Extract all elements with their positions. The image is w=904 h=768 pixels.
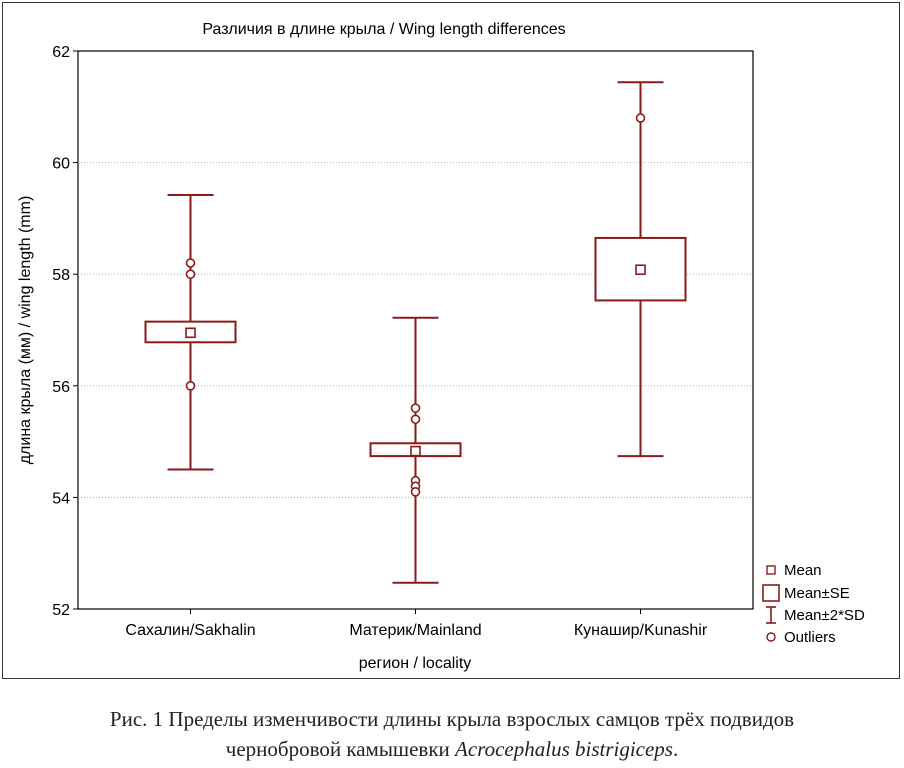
legend-label: Mean — [784, 562, 822, 579]
caption-line-2-suffix: . — [672, 737, 679, 761]
x-tick-label: Материк/Mainland — [349, 622, 481, 639]
mean-marker — [635, 264, 646, 276]
caption-line-2-prefix: чернобровой камышевки — [225, 737, 456, 761]
x-tick-label: Кунашир/Kunashir — [574, 622, 708, 639]
outlier-point — [185, 269, 196, 280]
legend-label: Mean±SE — [784, 585, 850, 602]
legend-outlier-swatch — [766, 632, 776, 642]
y-axis-label: длина крыла (мм) / wing length (mm) — [17, 196, 34, 465]
legend: Mean Mean±SE Mean±2*SD Outliers — [762, 562, 865, 646]
legend-label: Outliers — [784, 629, 836, 646]
y-axis-ticks: 52 54 56 58 60 62 — [52, 44, 78, 619]
figure-caption: Рис. 1 Пределы изменчивости длины крыла … — [0, 704, 904, 764]
legend-se-swatch — [762, 584, 780, 602]
y-tick-label: 60 — [52, 156, 70, 173]
y-tick-label: 56 — [52, 379, 70, 396]
outlier-point — [185, 258, 196, 268]
y-tick-label: 54 — [52, 490, 70, 507]
legend-label: Mean±2*SD — [784, 607, 865, 624]
outlier-point — [635, 113, 646, 123]
x-axis-label: регион / locality — [359, 655, 472, 672]
figure-frame: Различия в длине крыла / Wing length dif… — [2, 2, 900, 679]
x-axis-ticks: Сахалин/Sakhalin Материк/Mainland Кунашир/… — [125, 609, 708, 639]
outlier-point — [410, 487, 421, 497]
y-tick-label: 58 — [52, 267, 70, 284]
group-1 — [144, 193, 237, 471]
y-tick-label: 62 — [52, 44, 70, 61]
x-tick-label: Сахалин/Sakhalin — [125, 622, 255, 639]
outlier-point — [185, 380, 196, 391]
caption-line-1: Рис. 1 Пределы изменчивости длины крыла … — [109, 707, 795, 731]
group-3 — [594, 81, 687, 458]
chart: Различия в длине крыла / Wing length dif… — [17, 21, 865, 672]
group-2 — [369, 316, 462, 584]
outlier-point — [410, 403, 421, 413]
caption-line-2: чернобровой камышевки Acrocephalus bistr… — [0, 734, 904, 764]
y-tick-label: 52 — [52, 602, 70, 619]
mean-marker — [410, 445, 421, 457]
chart-title: Различия в длине крыла / Wing length dif… — [202, 21, 565, 38]
caption-species-name: Acrocephalus bistrigiceps — [455, 737, 673, 761]
mean-marker — [185, 327, 196, 339]
box-marks — [144, 81, 687, 584]
outlier-point — [410, 414, 421, 425]
legend-mean-swatch — [766, 565, 776, 575]
